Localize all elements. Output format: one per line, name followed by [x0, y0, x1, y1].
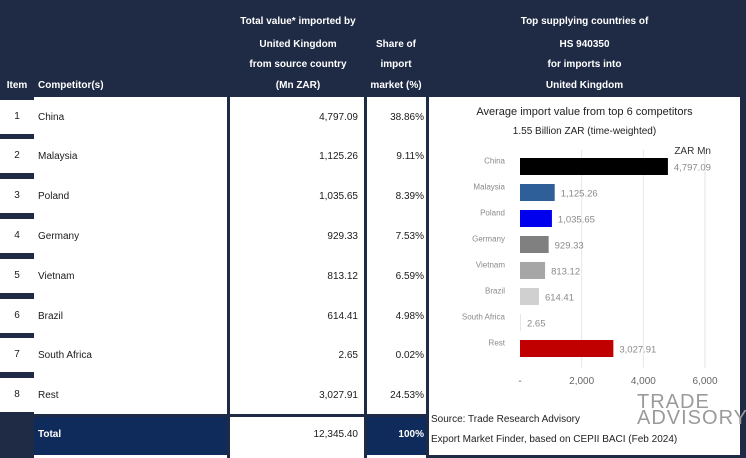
- row-item: 2: [0, 139, 34, 173]
- total-share: 100%: [367, 417, 426, 455]
- row-value: 1,125.26: [319, 151, 358, 162]
- bar: [520, 158, 668, 175]
- row-item: 5: [0, 259, 34, 293]
- row-value: 813.12: [327, 271, 358, 282]
- data-label: 614.41: [545, 293, 574, 304]
- row-item: 7: [0, 338, 34, 372]
- row-value: 2.65: [338, 350, 358, 361]
- row-share: 4.98%: [395, 311, 424, 322]
- data-label: 4,797.09: [674, 163, 711, 174]
- row-value: 3,027.91: [319, 390, 358, 401]
- row-value: 1,035.65: [319, 191, 358, 202]
- row-item: 6: [0, 299, 34, 333]
- category-label: Malaysia: [473, 183, 505, 192]
- right-border: [740, 97, 746, 458]
- column-divider: [364, 97, 367, 458]
- table-bottom-border: [34, 414, 427, 417]
- total-value: 12,345.40: [230, 417, 364, 455]
- row-competitor: Brazil: [38, 311, 64, 322]
- row-share: 9.11%: [396, 151, 424, 162]
- x-tick-label: 6,000: [692, 376, 717, 387]
- unit-label: ZAR Mn: [674, 146, 711, 157]
- table-header-background: [0, 0, 746, 97]
- category-label: China: [484, 157, 505, 166]
- bar: [520, 236, 549, 253]
- row-share: 8.39%: [395, 191, 424, 202]
- row-share: 6.59%: [395, 271, 424, 282]
- category-label: Germany: [472, 235, 505, 244]
- bar-chart: - 2,000 4,000 6,000 ZAR Mn China 4,797.09 Malay…: [462, 146, 718, 387]
- row-item: 8: [0, 378, 34, 412]
- category-label: Brazil: [485, 287, 505, 296]
- source-line: Source: Trade Research Advisory: [431, 414, 580, 425]
- column-divider: [227, 97, 230, 458]
- category-label: Rest: [489, 339, 506, 348]
- bar: [520, 288, 539, 305]
- bar: [520, 314, 521, 331]
- category-label: Vietnam: [476, 261, 506, 270]
- category-label: South Africa: [462, 313, 506, 322]
- row-competitor: Germany: [38, 231, 80, 242]
- column-divider: [426, 97, 429, 458]
- logo-advisory: ADVISORY: [637, 407, 746, 429]
- bar: [520, 210, 552, 227]
- row-competitor: China: [38, 112, 65, 123]
- data-label: 1,125.26: [561, 189, 598, 200]
- header-competitor: Competitor(s): [38, 80, 104, 91]
- row-competitor: South Africa: [38, 350, 92, 361]
- row-competitor: Poland: [38, 191, 70, 202]
- row-value: 4,797.09: [319, 112, 358, 123]
- panel-bottom-border: [426, 455, 746, 458]
- total-label: Total: [34, 417, 227, 455]
- logo-trade: TRADE: [637, 391, 710, 413]
- bar: [520, 340, 614, 357]
- x-tick-label: 4,000: [631, 376, 656, 387]
- data-label: 929.33: [555, 241, 584, 252]
- row-item: 4: [0, 219, 34, 253]
- x-tick-label: -: [518, 376, 521, 387]
- row-competitor: Malaysia: [38, 151, 78, 162]
- row-item: 3: [0, 179, 34, 213]
- category-label: Poland: [480, 209, 505, 218]
- x-tick-label: 2,000: [569, 376, 594, 387]
- bar: [520, 184, 555, 201]
- data-label: 3,027.91: [619, 345, 656, 356]
- row-value: 929.33: [327, 231, 358, 242]
- row-share: 24.53%: [390, 390, 424, 401]
- data-label: 2.65: [527, 319, 546, 330]
- row-item: 1: [0, 100, 34, 134]
- row-share: 0.02%: [395, 350, 424, 361]
- row-share: 7.53%: [395, 231, 424, 242]
- row-competitor: Vietnam: [38, 271, 75, 282]
- data-label: 1,035.65: [558, 215, 595, 226]
- source-line: Export Market Finder, based on CEPII BAC…: [431, 434, 678, 445]
- chart-subtitle: 1.55 Billion ZAR (time-weighted): [512, 126, 657, 137]
- data-label: 813.12: [551, 267, 580, 278]
- row-value: 614.41: [327, 311, 358, 322]
- chart-title: Average import value from top 6 competit…: [476, 106, 693, 118]
- bar: [520, 262, 546, 279]
- row-competitor: Rest: [38, 390, 59, 401]
- header-item: Item: [6, 80, 28, 91]
- row-share: 38.86%: [390, 112, 424, 123]
